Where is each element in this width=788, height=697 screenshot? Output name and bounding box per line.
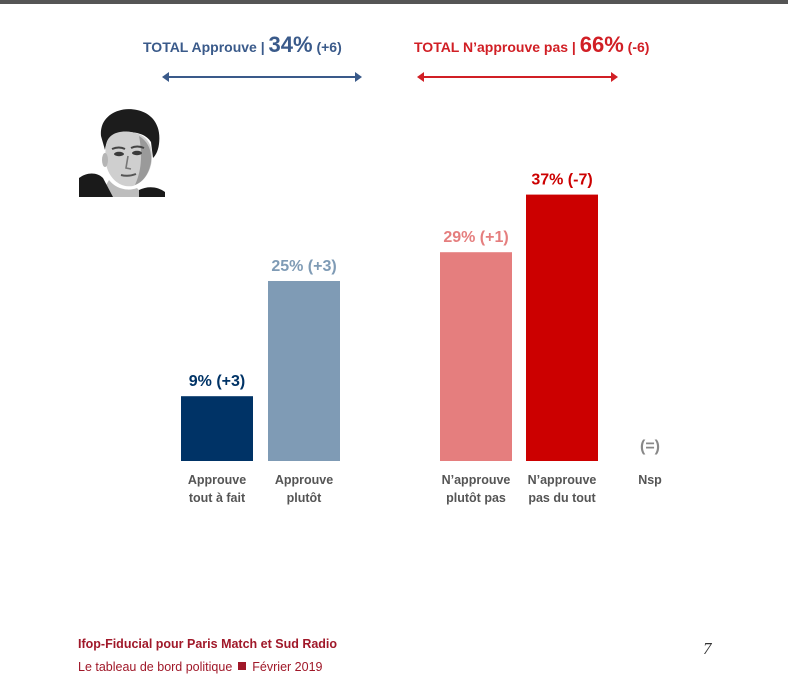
category-label-3-line-1: pas du tout [528,491,596,505]
footer-source: Ifop-Fiducial pour Paris Match et Sud Ra… [78,637,338,651]
person-portrait-icon [79,106,165,197]
category-label-1-line-0: Approuve [275,473,333,487]
bar-value-label-4: (=) [640,438,660,455]
footer-publication-line: Le tableau de bord politique Février 2019 [78,660,322,674]
footer-date: Février 2019 [252,660,323,674]
total-disapprove-label: TOTAL N’approuve pas | [414,39,576,55]
total-approve-heading: TOTAL Approuve | 34% (+6) [143,32,342,58]
top-divider [0,0,788,4]
bar-3 [526,194,598,461]
total-disapprove-value: 66% [579,32,624,57]
bar-1 [268,281,340,461]
total-approve-change: (+6) [316,39,342,55]
bar-value-label-2: 29% (+1) [443,229,508,246]
total-approve-value: 34% [268,32,313,57]
separator-square-icon [238,662,247,670]
disapprove-range-arrow [417,72,618,82]
bar-value-label-0: 9% (+3) [189,373,245,390]
total-disapprove-heading: TOTAL N’approuve pas | 66% (-6) [414,32,649,58]
category-label-0-line-1: tout à fait [189,491,246,505]
category-label-2-line-0: N’approuve [442,473,511,487]
category-label-4-line-0: Nsp [638,473,662,487]
category-label-0-line-0: Approuve [188,473,246,487]
category-label-1-line-1: plutôt [287,491,323,505]
bar-value-label-3: 37% (-7) [531,172,592,189]
total-disapprove-change: (-6) [627,39,650,55]
bar-value-label-1: 25% (+3) [271,258,336,275]
page-number: 7 [703,639,712,658]
approve-range-arrow [162,72,362,82]
footer-publication: Le tableau de bord politique [78,660,233,674]
bar-0 [181,396,253,461]
category-label-2-line-1: plutôt pas [446,491,506,505]
bar-2 [440,252,512,461]
category-label-3-line-0: N’approuve [528,473,597,487]
total-approve-label: TOTAL Approuve | [143,39,265,55]
